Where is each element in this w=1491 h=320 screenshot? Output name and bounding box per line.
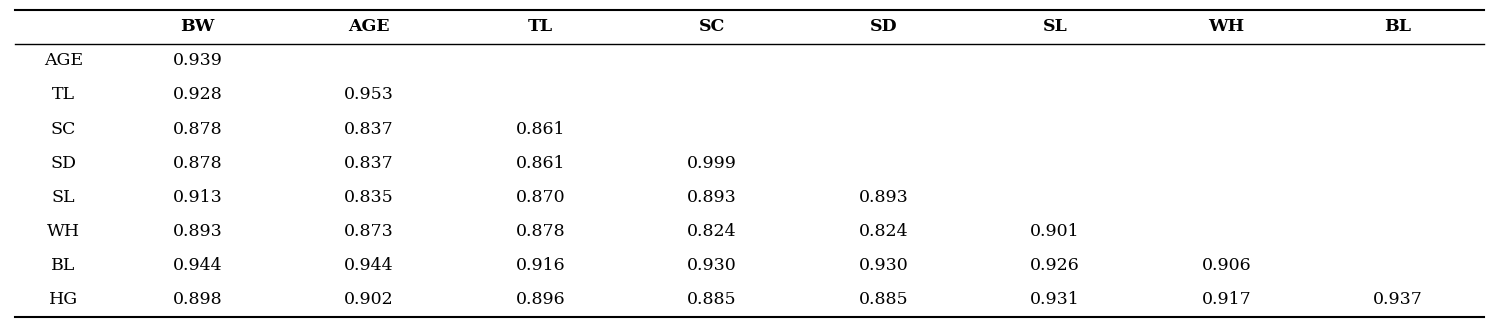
Text: SC: SC xyxy=(699,18,725,35)
Text: 0.999: 0.999 xyxy=(687,155,737,172)
Text: 0.885: 0.885 xyxy=(859,291,908,308)
Text: 0.937: 0.937 xyxy=(1373,291,1422,308)
Text: 0.824: 0.824 xyxy=(687,223,737,240)
Text: SD: SD xyxy=(51,155,76,172)
Text: 0.913: 0.913 xyxy=(173,189,222,206)
Text: WH: WH xyxy=(46,223,81,240)
Text: 0.930: 0.930 xyxy=(859,257,908,274)
Text: 0.917: 0.917 xyxy=(1202,291,1251,308)
Text: SC: SC xyxy=(51,121,76,138)
Text: 0.953: 0.953 xyxy=(344,86,394,103)
Text: 0.878: 0.878 xyxy=(173,121,222,138)
Text: 0.824: 0.824 xyxy=(859,223,908,240)
Text: 0.893: 0.893 xyxy=(687,189,737,206)
Text: AGE: AGE xyxy=(349,18,389,35)
Text: BL: BL xyxy=(1384,18,1412,35)
Text: 0.893: 0.893 xyxy=(173,223,222,240)
Text: 0.835: 0.835 xyxy=(344,189,394,206)
Text: 0.916: 0.916 xyxy=(516,257,565,274)
Text: 0.837: 0.837 xyxy=(344,155,394,172)
Text: 0.944: 0.944 xyxy=(173,257,222,274)
Text: 0.901: 0.901 xyxy=(1030,223,1079,240)
Text: 0.878: 0.878 xyxy=(173,155,222,172)
Text: 0.861: 0.861 xyxy=(516,155,565,172)
Text: 0.837: 0.837 xyxy=(344,121,394,138)
Text: SD: SD xyxy=(869,18,898,35)
Text: TL: TL xyxy=(528,18,553,35)
Text: 0.930: 0.930 xyxy=(687,257,737,274)
Text: 0.870: 0.870 xyxy=(516,189,565,206)
Text: 0.898: 0.898 xyxy=(173,291,222,308)
Text: 0.885: 0.885 xyxy=(687,291,737,308)
Text: TL: TL xyxy=(52,86,75,103)
Text: 0.893: 0.893 xyxy=(859,189,908,206)
Text: BL: BL xyxy=(51,257,76,274)
Text: WH: WH xyxy=(1208,18,1245,35)
Text: 0.861: 0.861 xyxy=(516,121,565,138)
Text: 0.928: 0.928 xyxy=(173,86,222,103)
Text: SL: SL xyxy=(52,189,75,206)
Text: 0.896: 0.896 xyxy=(516,291,565,308)
Text: 0.873: 0.873 xyxy=(344,223,394,240)
Text: 0.926: 0.926 xyxy=(1030,257,1079,274)
Text: 0.939: 0.939 xyxy=(173,52,222,69)
Text: 0.878: 0.878 xyxy=(516,223,565,240)
Text: BW: BW xyxy=(180,18,215,35)
Text: 0.931: 0.931 xyxy=(1030,291,1079,308)
Text: 0.944: 0.944 xyxy=(344,257,394,274)
Text: AGE: AGE xyxy=(43,52,83,69)
Text: 0.902: 0.902 xyxy=(344,291,394,308)
Text: 0.906: 0.906 xyxy=(1202,257,1251,274)
Text: SL: SL xyxy=(1042,18,1068,35)
Text: HG: HG xyxy=(49,291,78,308)
